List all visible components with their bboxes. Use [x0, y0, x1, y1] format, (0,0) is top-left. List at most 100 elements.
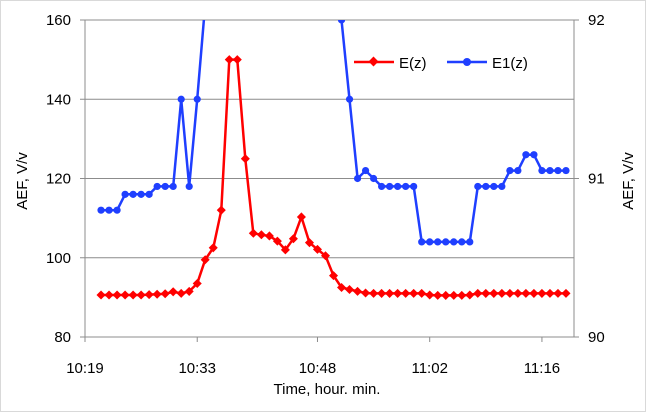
point-e1-6 — [145, 190, 153, 198]
point-e-29 — [328, 271, 339, 281]
point-e-58 — [561, 288, 571, 298]
point-e1-7 — [153, 182, 161, 191]
left-axis-ticks: 80 100 120 140 160 — [46, 12, 85, 346]
point-e-9 — [168, 287, 178, 297]
x-tick-label-2: 10:48 — [299, 360, 337, 377]
point-e1-50 — [498, 182, 506, 191]
point-e-46 — [465, 290, 475, 300]
point-e-55 — [537, 288, 547, 298]
point-e-3 — [120, 290, 130, 300]
x-axis-title: Time, hour. min. — [274, 381, 381, 398]
point-e-42 — [433, 290, 443, 300]
point-e-50 — [497, 288, 507, 298]
point-e1-8 — [161, 182, 169, 191]
point-e-51 — [505, 288, 515, 298]
point-e-16 — [224, 55, 234, 65]
legend-label-e1: E1(z) — [492, 55, 528, 72]
y-axis-right-title: AEF, V/v — [620, 152, 637, 210]
point-e1-33 — [361, 166, 370, 175]
point-e-7 — [152, 289, 162, 299]
point-e-2 — [112, 290, 122, 300]
point-e-47 — [473, 288, 483, 298]
point-e-34 — [369, 288, 379, 298]
point-e1-44 — [450, 238, 458, 246]
point-e-41 — [425, 290, 435, 300]
point-e-12 — [192, 278, 202, 289]
legend-marker-e — [368, 56, 379, 67]
point-e-19 — [248, 228, 258, 238]
x-tick-label-1: 10:33 — [178, 360, 216, 377]
series-layer — [96, 1, 571, 300]
point-e-18 — [240, 154, 250, 164]
point-e1-39 — [410, 182, 418, 191]
right-tick-label-1: 91 — [588, 171, 605, 188]
point-e1-58 — [562, 166, 570, 175]
point-e1-3 — [121, 190, 129, 198]
x-tick-label-3: 11:02 — [411, 360, 447, 377]
point-e-1 — [104, 290, 114, 300]
point-e1-0 — [97, 206, 105, 214]
point-e-57 — [553, 288, 563, 298]
point-e-15 — [216, 205, 226, 215]
point-e-45 — [457, 290, 467, 300]
point-e1-51 — [506, 166, 514, 175]
point-e1-29 — [330, 1, 337, 8]
point-e-32 — [353, 286, 363, 296]
left-tick-label-0: 80 — [54, 329, 71, 346]
point-e1-49 — [490, 182, 498, 191]
right-tick-label-2: 92 — [588, 12, 605, 29]
legend-label-e: E(z) — [399, 55, 427, 72]
point-e1-55 — [538, 166, 546, 175]
x-tick-label-4: 11:16 — [524, 360, 560, 377]
point-e-17 — [232, 55, 242, 65]
point-e1-54 — [530, 151, 538, 159]
point-e-48 — [481, 288, 491, 298]
point-e-0 — [96, 290, 106, 300]
point-e1-47 — [474, 182, 482, 191]
point-e-5 — [136, 290, 146, 300]
point-e-39 — [409, 288, 419, 298]
point-e1-30 — [337, 20, 346, 24]
point-e1-42 — [434, 238, 442, 246]
point-e1-38 — [402, 182, 410, 191]
point-e-37 — [393, 288, 403, 298]
series-line-0 — [101, 58, 566, 297]
point-e-20 — [256, 230, 266, 240]
point-e-35 — [377, 288, 387, 298]
point-e-40 — [417, 288, 427, 298]
point-e1-46 — [466, 238, 474, 246]
grid-lines — [85, 19, 574, 338]
point-e-43 — [441, 290, 451, 300]
left-tick-label-3: 140 — [46, 91, 71, 108]
point-e-54 — [529, 288, 539, 298]
point-e1-1 — [105, 206, 113, 214]
series-line-1 — [101, 20, 566, 244]
point-e1-5 — [137, 190, 145, 198]
point-e-10 — [176, 288, 186, 298]
point-e-53 — [521, 288, 531, 298]
series-0 — [96, 55, 571, 300]
point-e-49 — [489, 288, 499, 298]
legend-marker-e1 — [463, 58, 471, 66]
series-1 — [97, 1, 570, 246]
point-e1-2 — [113, 206, 121, 214]
point-e1-12 — [193, 95, 201, 103]
legend: E(z) E1(z) — [354, 55, 528, 72]
left-tick-label-4: 160 — [46, 12, 71, 29]
point-e-25 — [296, 212, 306, 222]
x-axis-ticks: 10:19 10:33 10:48 11:02 11:16 — [66, 337, 560, 377]
point-e1-11 — [185, 182, 193, 191]
point-e1-13 — [202, 1, 209, 8]
point-e1-45 — [458, 238, 466, 246]
right-tick-label-0: 90 — [588, 329, 605, 346]
point-e-21 — [264, 231, 274, 241]
point-e1-9 — [169, 182, 177, 191]
left-tick-label-1: 100 — [46, 250, 71, 267]
point-e1-35 — [378, 182, 386, 191]
right-axis-ticks: 90 91 92 — [574, 12, 605, 346]
point-e1-37 — [394, 182, 402, 191]
point-e1-34 — [369, 174, 378, 183]
point-e-52 — [513, 288, 523, 298]
point-e1-31 — [345, 95, 354, 103]
